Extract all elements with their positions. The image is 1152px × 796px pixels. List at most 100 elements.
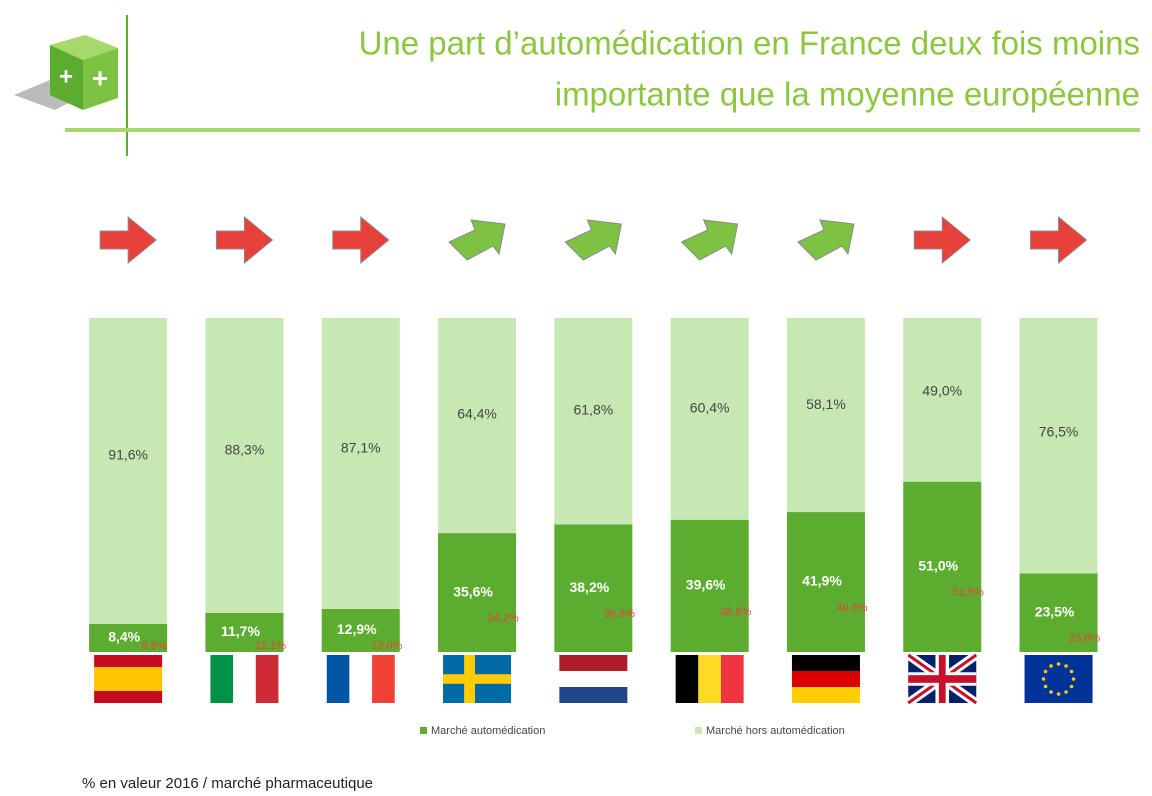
flag-part: [94, 691, 163, 703]
data-label: 91,6%: [108, 446, 148, 462]
data-label: 51,0%: [918, 558, 958, 574]
trend-arrow: [680, 219, 739, 261]
trend-arrow: [448, 219, 506, 261]
bar-segment: [670, 519, 749, 652]
flag: [326, 655, 395, 703]
bar-segment: [321, 318, 400, 609]
flag: [1024, 655, 1093, 703]
bar-segment: [1019, 573, 1098, 652]
logo: + +: [14, 35, 118, 110]
trend-arrow: [1030, 215, 1088, 265]
trend-arrow: [797, 219, 855, 261]
flag-part: [443, 674, 512, 684]
flag-part: [94, 655, 163, 667]
flag: [443, 655, 512, 703]
data-label: 39,6%: [686, 577, 726, 593]
data-label: 41,9%: [802, 573, 842, 589]
bar-segment: [1019, 318, 1098, 574]
flag-part: [1043, 669, 1048, 674]
bar-segment: [554, 524, 633, 652]
red-label: 12,1%: [255, 640, 286, 652]
data-label: 60,4%: [690, 399, 730, 415]
flag-part: [1049, 690, 1053, 694]
svg-text:+: +: [59, 63, 73, 90]
data-label: 61,8%: [573, 402, 613, 418]
flag-part: [1056, 662, 1061, 666]
red-label: 34,2%: [487, 612, 518, 624]
legend-label: Marché hors automédication: [706, 725, 845, 737]
title: importante que la moyenne européenne: [555, 76, 1140, 113]
legend-swatch: [695, 727, 702, 734]
data-label: 8,4%: [108, 629, 140, 645]
bar-segment: [205, 612, 284, 652]
flag-part: [326, 655, 350, 703]
flag-part: [349, 655, 373, 703]
flag-part: [210, 655, 234, 703]
flag-part: [1056, 692, 1061, 696]
bar-segment: [786, 512, 865, 652]
trend-arrow: [332, 215, 390, 265]
note: % en valeur 2016 / marché pharmaceutique: [82, 775, 373, 792]
flag-part: [233, 655, 256, 703]
flag-part: [698, 655, 721, 703]
data-label: 38,2%: [569, 579, 609, 595]
flag-part: [559, 655, 628, 671]
flag-part: [1069, 669, 1074, 674]
trend-arrow: [215, 215, 274, 265]
flag: [94, 655, 163, 703]
bar-segment: [903, 481, 982, 652]
red-label: 8,6%: [142, 640, 167, 652]
bar-segment: [321, 608, 400, 652]
bar-segment: [438, 533, 517, 652]
bar-segment: [205, 318, 284, 613]
flag-part: [559, 671, 628, 687]
red-label: 38,8%: [720, 606, 751, 618]
flag-part: [1069, 684, 1074, 689]
legend-label: Marché automédication: [431, 725, 545, 737]
bar-segment: [89, 623, 168, 652]
red-label: 36,5%: [604, 608, 635, 620]
bar-segment: [786, 318, 865, 513]
bar-segment: [89, 318, 168, 624]
red-label: 13,0%: [371, 640, 402, 652]
title: Une part d’automédication en France deux…: [359, 25, 1140, 62]
data-label: 23,5%: [1035, 603, 1075, 619]
flag: [675, 655, 744, 703]
data-label: 49,0%: [922, 382, 962, 398]
data-label: 64,4%: [457, 405, 497, 421]
flag: [210, 655, 279, 703]
flag-part: [908, 675, 977, 683]
trend-arrow: [564, 219, 622, 261]
bar-segment: [438, 318, 517, 534]
flag-part: [94, 667, 163, 691]
trend-arrow: [913, 215, 972, 265]
flag-part: [1041, 677, 1046, 681]
flag-part: [1043, 684, 1048, 689]
flag-part: [791, 655, 860, 671]
data-label: 35,6%: [453, 583, 493, 599]
svg-text:+: +: [92, 62, 108, 93]
flag: [791, 655, 860, 703]
flag: [905, 651, 979, 707]
flag-part: [791, 687, 860, 703]
flag-part: [1064, 690, 1068, 694]
bar-segment: [670, 318, 749, 520]
legend-swatch: [420, 727, 427, 734]
flag-part: [1064, 664, 1068, 668]
data-label: 76,5%: [1039, 424, 1079, 440]
flag-part: [1071, 677, 1076, 681]
red-label: 51,5%: [953, 587, 984, 599]
data-label: 87,1%: [341, 440, 381, 456]
flag-part: [255, 655, 279, 703]
red-label: 40,6%: [836, 602, 867, 614]
flag: [559, 655, 628, 703]
bar-segment: [903, 318, 982, 482]
flag-part: [720, 655, 744, 703]
flag-part: [1049, 664, 1053, 668]
flag-part: [791, 671, 860, 687]
bar-segment: [554, 318, 633, 525]
data-label: 58,1%: [806, 396, 846, 412]
flag-part: [559, 687, 628, 703]
red-label: 23,6%: [1069, 633, 1100, 645]
